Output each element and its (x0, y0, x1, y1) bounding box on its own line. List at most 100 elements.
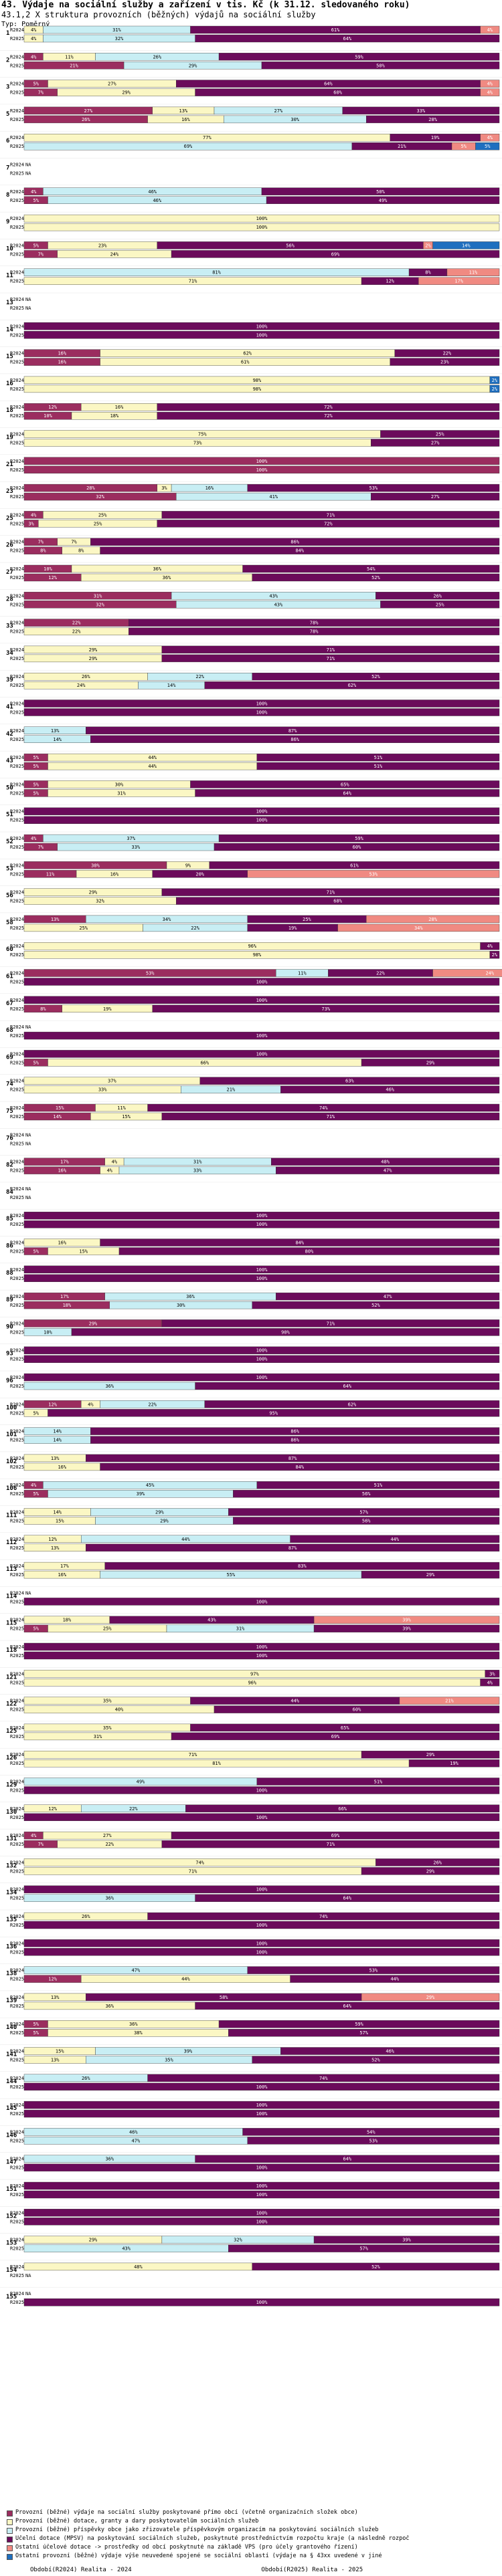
row-label: R2024 (10, 1105, 24, 1111)
row-label: R2024 (10, 1025, 24, 1030)
segment-value-label: 29% (89, 1321, 98, 1326)
bar-segment (23, 708, 500, 716)
segment-value-label: 19% (103, 1006, 112, 1012)
segment-value-label: 100% (256, 1815, 268, 1820)
bar-segment (256, 1481, 500, 1489)
bar-segment (280, 2047, 500, 2055)
row-label: R2025 (10, 1896, 24, 1901)
segment-value-label: 5% (33, 782, 39, 787)
segment-value-label: 86% (290, 1429, 299, 1434)
row-label: R2024 (10, 351, 24, 356)
segment-value-label: 53% (369, 486, 378, 491)
group-label: 146 (6, 2132, 17, 2139)
bar-segment (256, 753, 500, 762)
bar-segment (23, 1885, 500, 1893)
legend-item: Provozní (běžné) dotace, granty a dary p… (7, 2518, 499, 2527)
segment-value-label: 10% (44, 566, 52, 572)
row-label: R2025 (10, 710, 24, 716)
segment-value-label: 31% (193, 1160, 202, 1165)
legend-label: Provozní (běžné) příspěvky obce jako zři… (15, 2527, 379, 2533)
row-label: R2024 (10, 1860, 24, 1865)
segment-value-label: 7% (38, 845, 44, 850)
bar-segment (313, 1624, 500, 1632)
segment-value-label: 62% (348, 683, 357, 688)
group-label: 93 (6, 1351, 13, 1358)
segment-value-label: 13% (51, 917, 60, 922)
legend: Provozní (běžné) výdaje na sociální služ… (7, 2509, 499, 2561)
segment-value-label: 62% (243, 351, 252, 356)
segment-value-label: 100% (256, 1276, 268, 1281)
segment-value-label: 33% (132, 845, 141, 850)
row-label: R2024 (10, 324, 24, 329)
row-label: R2024 (10, 297, 24, 302)
bar-segment (195, 34, 500, 43)
row-label: R2025 (10, 2300, 24, 2305)
row-label: R2024 (10, 890, 24, 895)
segment-value-label: 31% (236, 1626, 245, 1632)
bar-segment (23, 2190, 500, 2199)
group-label: 28 (6, 596, 13, 603)
group-label: 145 (6, 2105, 17, 2112)
bar-segment (375, 592, 500, 600)
bar-segment (128, 619, 500, 627)
row-label: R2025 (10, 2165, 24, 2171)
bar-segment (337, 924, 500, 932)
segment-value-label: 96% (248, 1680, 256, 1685)
bar-segment (86, 726, 500, 735)
segment-value-label: 59% (355, 2022, 363, 2027)
bar-segment (247, 870, 500, 878)
row-label: R2024 (10, 1806, 24, 1812)
segment-value-label: 50% (376, 63, 385, 68)
segment-value-label: 44% (390, 1537, 399, 1542)
segment-value-label: 22% (191, 926, 199, 931)
segment-value-label: 26% (82, 117, 90, 122)
segment-value-label: 29% (155, 1510, 164, 1515)
na-label: NA (25, 1132, 31, 1138)
bar-segment (23, 1813, 500, 1822)
bar-segment (247, 2137, 500, 2145)
segment-value-label: 26% (82, 674, 90, 679)
segment-value-label: 15% (56, 1105, 64, 1111)
bar-segment (23, 700, 500, 708)
segment-value-label: 81% (212, 1761, 221, 1766)
group-label: 106 (6, 1485, 17, 1492)
segment-value-label: 4% (487, 1680, 493, 1685)
segment-value-label: 100% (256, 2084, 268, 2090)
segment-value-label: 45% (146, 1483, 155, 1488)
segment-value-label: 37% (108, 1079, 116, 1084)
row-label: R2025 (10, 521, 24, 526)
row-label: R2024 (10, 1537, 24, 1542)
segment-value-label: 51% (374, 764, 383, 769)
row-label: R2025 (10, 225, 24, 230)
segment-value-label: 87% (288, 1456, 297, 1461)
na-label: NA (25, 171, 31, 177)
group-label: 26 (6, 542, 13, 549)
bar-segment (23, 2082, 500, 2091)
segment-value-label: 100% (256, 1653, 268, 1658)
segment-value-label: 5% (33, 1249, 39, 1255)
segment-value-label: 12% (48, 1977, 57, 1982)
segment-value-label: 64% (343, 2157, 351, 2162)
row-label: R2025 (10, 1707, 24, 1713)
group-label: 131 (6, 1836, 17, 1842)
segment-value-label: 2% (492, 387, 498, 392)
row-label: R2025 (10, 2246, 24, 2252)
segment-value-label: 44% (390, 1977, 399, 1982)
legend-item: Ostatní účelové dotace -> prostředky od … (7, 2544, 499, 2553)
bar-segment (23, 1921, 500, 1929)
segment-value-label: 7% (38, 90, 44, 96)
legend-label: Ostatní provozní (běžné) výdaje výše neu… (15, 2553, 382, 2559)
group-label: 111 (6, 1513, 17, 1519)
bar-segment (23, 1355, 500, 1363)
group-label: 10 (6, 245, 13, 252)
bar-segment (23, 2163, 500, 2171)
bar-segment (290, 1975, 500, 1983)
segment-value-label: 32% (234, 2238, 242, 2243)
segment-value-label: 43% (122, 2246, 131, 2252)
row-label: R2025 (10, 2273, 24, 2278)
bar-segment (23, 2181, 500, 2190)
segment-value-label: 46% (153, 198, 161, 203)
row-label: R2024 (10, 1294, 24, 1299)
segment-value-label: 26% (153, 54, 161, 60)
bar-segment (90, 538, 500, 546)
